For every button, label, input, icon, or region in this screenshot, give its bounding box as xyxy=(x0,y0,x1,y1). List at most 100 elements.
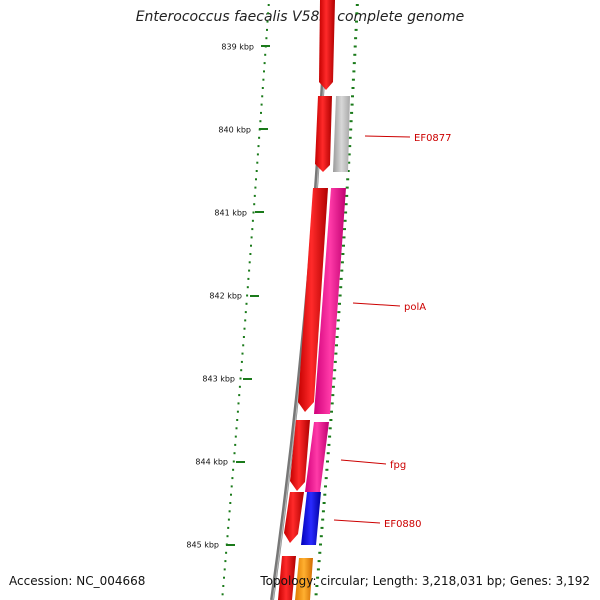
ring-dot xyxy=(316,568,320,571)
gene-label-fpg: fpg xyxy=(340,459,406,471)
ring-dot xyxy=(258,136,261,139)
ring-dot xyxy=(323,493,327,496)
ring-dot xyxy=(354,37,358,40)
kbp-tick-label: 845 kbp xyxy=(186,541,219,550)
gene-labels: EF0877 polA fpg EF0880 xyxy=(333,133,452,530)
ring-dot xyxy=(349,128,353,131)
ring-dot xyxy=(338,302,341,305)
kbp-tick-label: 844 kbp xyxy=(195,458,228,467)
ring-dot xyxy=(352,70,356,73)
map-title: Enterococcus faecalis V583, complete gen… xyxy=(135,9,465,25)
ring-dot xyxy=(345,194,349,197)
ring-dot xyxy=(264,53,267,56)
ring-dot xyxy=(263,70,265,73)
kbp-tick-841: 841 kbp xyxy=(214,209,264,218)
ring-dot xyxy=(344,211,348,214)
ring-dot xyxy=(333,360,337,363)
ring-dot xyxy=(335,336,339,338)
ring-dot xyxy=(254,186,257,189)
ring-dot xyxy=(339,277,343,280)
ring-dot xyxy=(355,20,358,23)
ring-dot xyxy=(346,170,350,172)
ring-dot xyxy=(244,319,247,322)
ring-dot xyxy=(246,294,249,297)
ring-dot xyxy=(315,585,319,587)
ring-dot xyxy=(314,593,318,596)
ring-dot xyxy=(234,443,237,446)
kbp-tick-842: 842 kbp xyxy=(209,292,259,301)
gene-ef0880 xyxy=(301,492,321,545)
ring-dot xyxy=(345,186,349,189)
ring-dot xyxy=(319,535,323,538)
kbp-tick-label: 840 kbp xyxy=(218,126,251,135)
ring-dot xyxy=(241,352,244,355)
ring-dot xyxy=(350,111,354,114)
gene-label-text: EF0880 xyxy=(384,519,422,530)
accession-text: Accession: NC_004668 xyxy=(9,574,146,588)
ring-dot xyxy=(263,62,266,65)
ring-dot xyxy=(255,170,258,172)
ring-dot xyxy=(234,435,237,438)
ring-dot xyxy=(328,435,332,438)
ring-dot xyxy=(318,551,322,554)
ring-dot xyxy=(326,460,329,463)
ring-dot xyxy=(265,37,268,40)
ring-dot xyxy=(330,402,334,405)
ring-dot xyxy=(238,394,241,397)
ring-dot xyxy=(251,219,254,222)
ring-dot xyxy=(230,485,233,488)
ring-dot xyxy=(320,526,324,529)
gene-label-pola: polA xyxy=(352,302,426,313)
ring-dot xyxy=(338,294,342,297)
ring-dot xyxy=(324,477,328,480)
ring-dot xyxy=(343,219,347,222)
ring-dot xyxy=(224,560,227,563)
kbp-tick-845: 845 kbp xyxy=(186,541,235,550)
ring-dot xyxy=(328,427,332,430)
gene-orange xyxy=(295,558,313,600)
ring-dot xyxy=(259,120,262,123)
ring-dot xyxy=(225,551,228,554)
gene-label-text: polA xyxy=(404,302,426,313)
ring-dot xyxy=(355,4,359,6)
ring-dot xyxy=(319,543,322,546)
ring-dot xyxy=(232,460,235,463)
ring-dot xyxy=(256,161,259,164)
ring-dot xyxy=(354,28,358,31)
ring-dot xyxy=(238,385,241,388)
ring-dot xyxy=(324,485,327,488)
ring-dot xyxy=(249,253,252,255)
ring-dot xyxy=(267,12,270,15)
ring-dot xyxy=(242,336,245,338)
ring-dot xyxy=(240,369,243,372)
ring-dot xyxy=(235,427,238,430)
ring-dot xyxy=(255,178,257,181)
ring-dot xyxy=(230,493,232,496)
ring-dot xyxy=(228,510,231,513)
gene-label-text: fpg xyxy=(390,460,406,471)
ring-dot xyxy=(260,111,262,114)
kbp-tick-839: 839 kbp xyxy=(221,43,270,52)
gene-pola xyxy=(314,188,346,414)
ring-dot xyxy=(344,203,348,206)
ring-dot xyxy=(342,236,346,239)
kbp-tick-844: 844 kbp xyxy=(195,458,245,467)
ring-dot xyxy=(251,228,254,231)
ring-dot xyxy=(321,518,325,521)
ring-dot xyxy=(353,53,357,56)
ring-dot xyxy=(227,518,230,521)
kbp-tick-843: 843 kbp xyxy=(202,375,252,384)
ring-dot xyxy=(261,95,264,98)
ring-dot xyxy=(355,12,359,15)
ring-dot xyxy=(229,502,232,504)
ring-dot xyxy=(243,327,246,330)
ring-dot xyxy=(266,20,269,23)
ring-dot xyxy=(322,502,326,504)
gene-forward-5 xyxy=(284,492,304,543)
ring-dot xyxy=(253,203,256,206)
ring-dot xyxy=(267,4,270,6)
genome-summary-text: Topology: circular; Length: 3,218,031 bp… xyxy=(260,574,590,588)
ring-dot xyxy=(233,452,236,455)
ring-dot xyxy=(262,78,265,81)
ring-dot xyxy=(352,62,356,65)
